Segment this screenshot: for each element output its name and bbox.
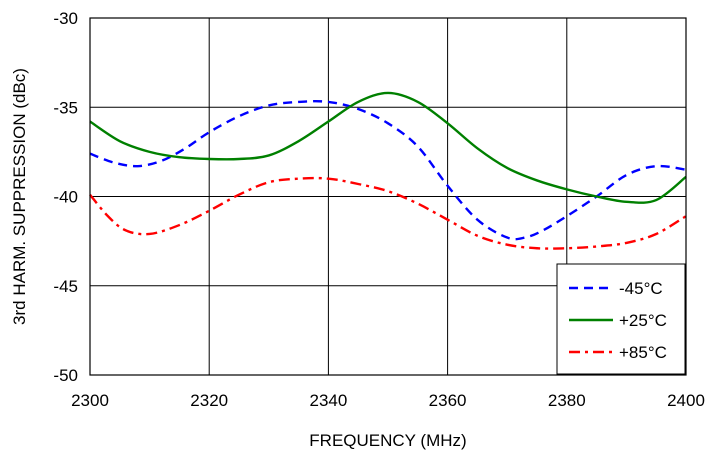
x-tick-label: 2340 (309, 391, 347, 410)
legend-entry: +25°C (619, 311, 667, 330)
x-tick-label: 2300 (71, 391, 109, 410)
y-tick-label: -30 (53, 9, 78, 28)
legend-entry: +85°C (619, 343, 667, 362)
x-tick-label: 2380 (548, 391, 586, 410)
plot-frame (89, 17, 687, 376)
y-tick-label: -45 (53, 277, 78, 296)
y-tick-label: -35 (53, 98, 78, 117)
series-line (89, 91, 687, 204)
x-tick-label: 2400 (667, 391, 705, 410)
y-tick-label: -50 (53, 366, 78, 385)
series-line (89, 100, 687, 241)
tick-labels: 2300 2320 2340 2360 2380 2400 -50 -45 -40 -35 -30 (53, 9, 704, 410)
y-axis-label: 3rd HARM. SUPPRESSION (dBc) (10, 68, 29, 325)
x-tick-label: 2320 (190, 391, 228, 410)
legend: -45°C +25°C +85°C (556, 263, 686, 375)
series-lines (89, 91, 687, 250)
x-axis-label: FREQUENCY (MHz) (309, 431, 466, 450)
series-line (89, 176, 687, 250)
x-tick-label: 2360 (429, 391, 467, 410)
legend-entry: -45°C (619, 279, 663, 298)
y-tick-label: -40 (53, 188, 78, 207)
